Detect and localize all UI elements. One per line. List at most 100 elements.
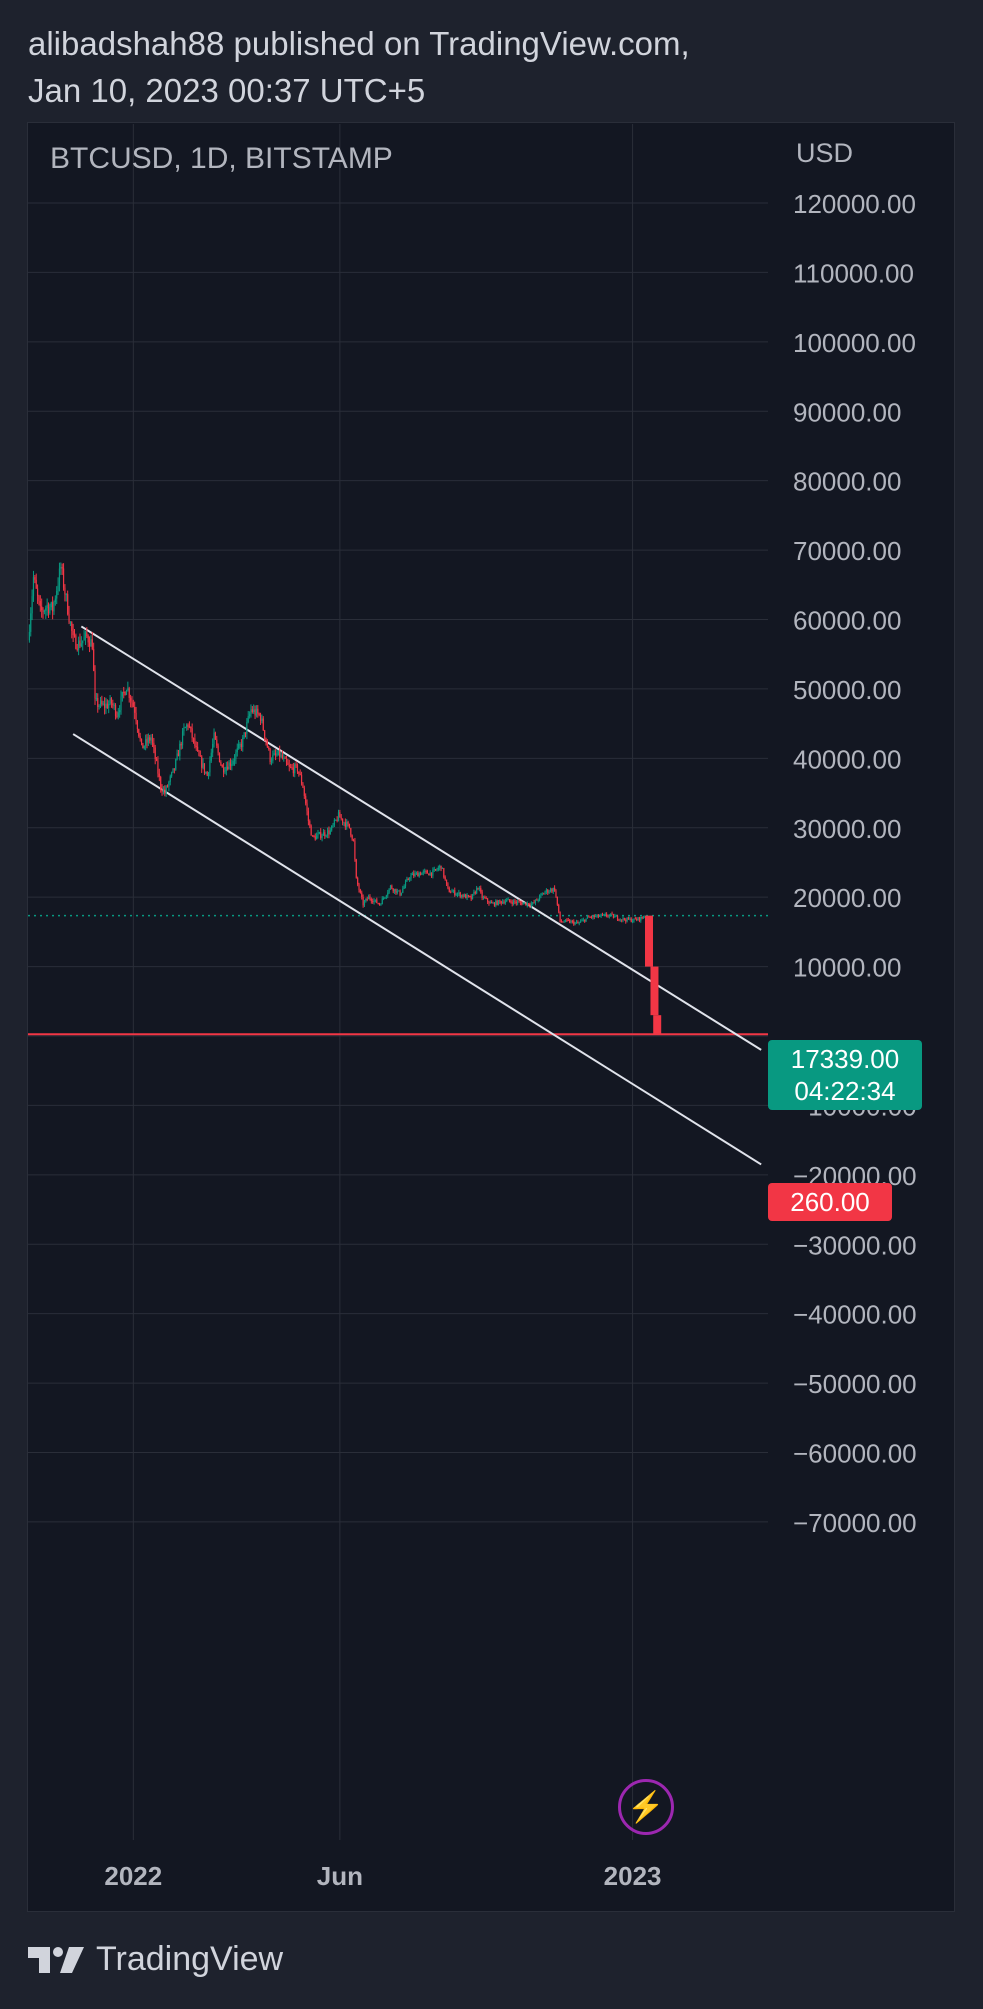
candle xyxy=(518,901,520,903)
tradingview-logo-icon xyxy=(28,1946,84,1973)
candle xyxy=(333,819,335,825)
lightning-icon[interactable]: ⚡ xyxy=(618,1779,674,1835)
candle xyxy=(262,718,264,731)
candle xyxy=(577,922,579,924)
candle xyxy=(314,836,316,840)
candle xyxy=(210,752,212,761)
candle xyxy=(547,889,549,893)
candle xyxy=(251,709,253,713)
candle xyxy=(377,903,379,905)
candle xyxy=(481,891,483,898)
candle xyxy=(195,745,197,747)
candle xyxy=(161,788,163,792)
candle xyxy=(97,698,99,707)
candle xyxy=(311,835,314,837)
candle xyxy=(458,892,460,894)
candle xyxy=(567,919,569,921)
candle xyxy=(220,762,222,765)
candle xyxy=(108,703,110,709)
candle xyxy=(93,649,95,671)
candle xyxy=(101,700,103,705)
candle xyxy=(168,781,170,787)
candle xyxy=(348,823,351,828)
candle xyxy=(545,889,548,892)
candle xyxy=(296,764,299,772)
candle xyxy=(559,911,561,922)
candle xyxy=(339,812,341,818)
publisher-line: alibadshah88 published on TradingView.co… xyxy=(28,25,690,62)
publish-date: Jan 10, 2023 00:37 UTC+5 xyxy=(28,72,426,109)
chart-frame[interactable] xyxy=(27,122,955,1912)
candle xyxy=(300,774,303,784)
candle xyxy=(95,698,97,700)
candle xyxy=(274,753,277,756)
candles xyxy=(28,562,646,926)
candle xyxy=(361,892,363,897)
candle xyxy=(508,899,511,902)
candle xyxy=(555,890,557,897)
y-tick-label: −50000.00 xyxy=(793,1369,917,1399)
candle xyxy=(52,602,54,612)
candle xyxy=(329,830,331,835)
candle xyxy=(216,739,218,746)
candle xyxy=(78,640,80,650)
candle xyxy=(58,568,61,586)
candle xyxy=(247,716,249,722)
y-tick-label: −60000.00 xyxy=(793,1439,917,1469)
candle xyxy=(324,832,326,836)
candle xyxy=(615,915,617,917)
candle xyxy=(510,901,512,903)
candle xyxy=(441,868,444,870)
candle xyxy=(325,835,327,837)
candle xyxy=(359,890,361,893)
candle xyxy=(452,890,454,892)
candle xyxy=(489,902,491,904)
candle xyxy=(554,887,556,891)
candle xyxy=(522,903,524,905)
candle xyxy=(563,921,565,923)
candle xyxy=(465,894,467,899)
candle xyxy=(128,688,130,698)
candle xyxy=(471,893,474,900)
candle xyxy=(536,899,538,901)
candle xyxy=(257,708,259,714)
candle xyxy=(538,895,541,900)
candle xyxy=(125,690,128,696)
candle xyxy=(410,875,412,879)
candle xyxy=(198,750,200,756)
candle xyxy=(370,899,372,902)
candle xyxy=(581,920,583,922)
candle xyxy=(244,732,247,734)
candle xyxy=(273,753,275,755)
candle xyxy=(440,865,442,869)
candle xyxy=(145,739,147,746)
x-tick-label: 2023 xyxy=(604,1861,662,1891)
candle xyxy=(422,871,424,873)
candle xyxy=(71,622,73,631)
candle xyxy=(88,642,91,647)
y-tick-label: 90000.00 xyxy=(793,397,901,427)
candle xyxy=(611,913,613,915)
candle xyxy=(601,914,604,916)
candle xyxy=(299,773,301,775)
candle xyxy=(484,897,486,899)
candle xyxy=(622,918,624,921)
candle xyxy=(580,921,582,923)
candle xyxy=(337,812,340,821)
candle xyxy=(447,883,449,889)
candle xyxy=(392,888,394,892)
candle xyxy=(629,918,631,920)
candle xyxy=(534,899,537,903)
candle xyxy=(124,692,126,696)
candle xyxy=(290,766,292,768)
candle xyxy=(80,643,82,647)
candle xyxy=(506,899,508,902)
candle xyxy=(317,833,319,836)
candle xyxy=(437,867,439,870)
candle xyxy=(528,903,530,906)
candle xyxy=(389,885,392,889)
candle xyxy=(199,755,201,757)
candle xyxy=(127,688,129,691)
candle xyxy=(626,917,628,922)
